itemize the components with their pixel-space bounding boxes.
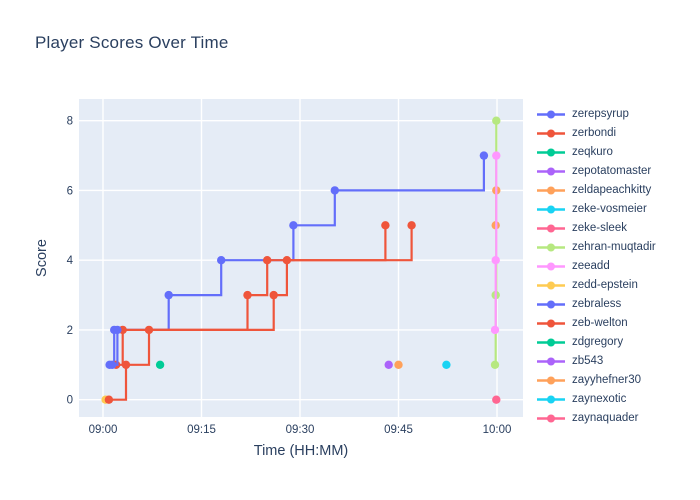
legend-label: zerbondi [572,127,617,139]
legend-marker-zerbondi [537,129,565,138]
series-marker-zerbondi [263,256,272,265]
x-tick-label: 09:45 [384,424,413,436]
legend-item-zeqkuro[interactable]: zeqkuro [536,143,698,162]
x-tick-label: 09:00 [89,424,118,436]
series-marker-zerepsyrup [289,221,298,230]
series-marker-zeb-welton [269,290,278,300]
legend: zerepsyrup zerbondi zeqkuro zepotatomaster z… [536,105,698,425]
plot-background [79,99,523,417]
legend-item-zedd-epstein[interactable]: zedd-epstein [536,276,698,295]
legend-label: zeb-welton [572,317,628,329]
y-tick-label: 2 [67,325,73,337]
series-marker-zerbondi [381,221,390,230]
series-marker-zeb-welton [104,395,114,404]
legend-label: zb543 [572,355,604,367]
legend-marker-zerepsyrup [537,110,565,119]
legend-marker-zehran-muqtadir [537,243,565,252]
legend-item-zaynexotic[interactable]: zaynexotic [536,390,698,409]
x-tick-label: 09:30 [286,424,315,436]
legend-marker-zepotatomaster [537,167,565,176]
x-axis-title: Time (HH:MM) [254,443,349,459]
series-marker-zeb-welton [121,360,131,369]
series-marker-zeb-welton [407,221,416,230]
legend-label: zedd-epstein [572,279,638,291]
legend-label: zayyhefner30 [572,374,642,386]
legend-item-zeb-welton[interactable]: zeb-welton [536,314,698,333]
y-tick-label: 6 [67,185,73,197]
legend-item-zerepsyrup[interactable]: zerepsyrup [536,105,698,124]
legend-marker-zdgregory [537,338,565,347]
series-marker-zeqkuro [155,360,165,369]
legend-item-zepotatomaster[interactable]: zepotatomaster [536,162,698,181]
series-marker-zehran-muqtadir [492,116,501,125]
series-marker-zebraless [108,360,117,369]
legend-label: zdgregory [572,336,624,348]
legend-item-zb543[interactable]: zb543 [536,352,698,371]
y-tick-label: 4 [67,255,74,267]
series-marker-zeb-welton [282,256,292,265]
series-marker-zeb-welton [144,325,154,335]
legend-marker-zeldapeachkitty [537,186,565,195]
legend-label: zeke-sleek [572,222,627,234]
legend-item-zehran-muqtadir[interactable]: zehran-muqtadir [536,238,698,257]
legend-item-zdgregory[interactable]: zdgregory [536,333,698,352]
series-marker-zeeadd [490,325,500,335]
series-marker-zerbondi [243,290,252,300]
legend-label: zebraless [572,298,622,310]
legend-marker-zedd-epstein [537,281,565,290]
legend-label: zeeadd [572,260,610,272]
legend-item-zeeadd[interactable]: zeeadd [536,257,698,276]
legend-marker-zayyhefner30 [537,376,565,385]
series-marker-zaynaquader [492,395,501,404]
series-line-zeb-welton [108,225,413,401]
legend-marker-zeke-vosmeier [537,205,565,214]
legend-label: zeqkuro [572,146,613,158]
legend-item-zaynaquader[interactable]: zaynaquader [536,409,698,425]
legend-item-zeke-sleek[interactable]: zeke-sleek [536,219,698,238]
legend-item-zerbondi[interactable]: zerbondi [536,124,698,143]
legend-marker-zeeadd [537,262,565,271]
series-marker-zerepsyrup [217,256,226,265]
legend-label: zaynexotic [572,393,627,405]
y-tick-label: 0 [67,395,73,407]
legend-label: zeldapeachkitty [572,184,652,196]
legend-marker-zeke-sleek [537,224,565,233]
series-marker-zayyhefner30 [394,360,403,369]
legend-marker-zaynaquader [537,414,565,423]
series-marker-zehran-muqtadir [490,360,500,369]
legend-label: zerepsyrup [572,108,629,120]
x-tick-label: 10:00 [483,424,512,436]
chart-title: Player Scores Over Time [35,33,229,52]
series-marker-zerepsyrup [479,151,489,160]
legend-marker-zebraless [537,300,565,309]
series-marker-zerepsyrup [164,290,173,300]
x-tick-label: 09:15 [187,424,216,436]
legend-label: zepotatomaster [572,165,652,177]
legend-item-zeldapeachkitty[interactable]: zeldapeachkitty [536,181,698,200]
legend-marker-zaynexotic [537,395,565,404]
series-marker-zerepsyrup [330,186,339,195]
series-marker-zepotatomaster [384,360,393,369]
series-marker-zebraless [113,325,122,335]
series-marker-zeeadd [491,256,500,265]
legend-item-zebraless[interactable]: zebraless [536,295,698,314]
series-marker-zaynexotic [442,360,451,369]
legend-marker-zeqkuro [537,148,565,157]
series-marker-zeeadd [492,151,501,160]
y-tick-label: 8 [67,116,73,128]
legend-label: zaynaquader [572,412,639,424]
legend-label: zehran-muqtadir [572,241,656,253]
legend-item-zeke-vosmeier[interactable]: zeke-vosmeier [536,200,698,219]
legend-label: zeke-vosmeier [572,203,647,215]
y-axis-title: Score [34,239,50,277]
legend-item-zayyhefner30[interactable]: zayyhefner30 [536,371,698,390]
legend-marker-zeb-welton [537,319,565,328]
legend-marker-zb543 [537,357,565,366]
